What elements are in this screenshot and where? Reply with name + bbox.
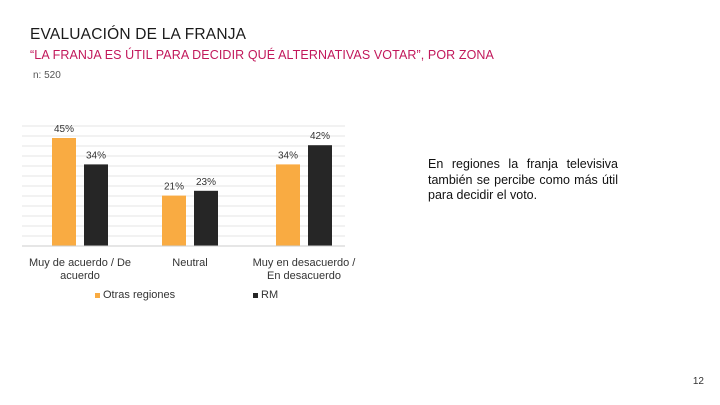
bar	[52, 138, 76, 246]
sample-size: n: 520	[33, 70, 61, 81]
page-title: EVALUACIÓN DE LA FRANJA	[30, 26, 247, 43]
x-tick-label: Muy en desacuerdo / En desacuerdo	[253, 257, 357, 282]
legend-label: Otras regiones	[103, 289, 176, 301]
bar	[84, 164, 108, 246]
chart-subtitle: “LA FRANJA ES ÚTIL PARA DECIDIR QUÉ ALTE…	[30, 48, 494, 62]
bar	[194, 190, 218, 246]
x-tick-label: Neutral	[172, 257, 207, 269]
data-label: 21%	[164, 182, 184, 193]
page-number: 12	[692, 376, 704, 387]
legend-swatch	[95, 293, 100, 298]
annotation-text: En regiones la franja televisiva también…	[428, 157, 618, 202]
legend-swatch	[253, 293, 258, 298]
data-label: 45%	[54, 124, 74, 135]
data-label: 34%	[278, 150, 298, 161]
data-label: 23%	[196, 177, 216, 188]
bar	[162, 195, 186, 246]
bar	[308, 145, 332, 246]
bar	[276, 164, 300, 246]
data-label: 42%	[310, 131, 330, 142]
x-tick-label: Muy de acuerdo / De acuerdo	[29, 257, 131, 282]
data-label: 34%	[86, 150, 106, 161]
legend-label: RM	[261, 289, 278, 301]
